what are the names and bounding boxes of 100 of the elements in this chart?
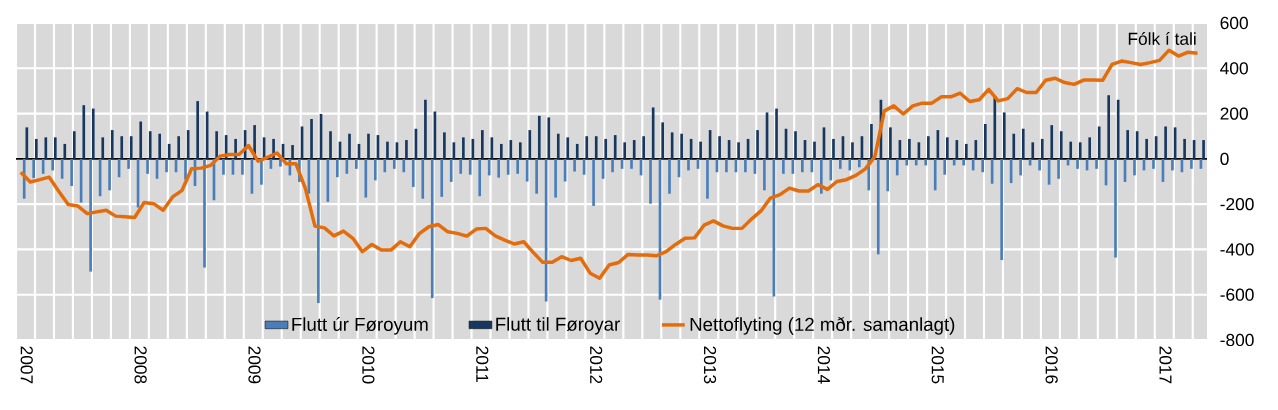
bar [623,142,627,159]
bar [1002,112,1006,159]
y-tick-label: -200 [1220,198,1254,211]
legend-label: Flutt úr Føroyum [292,317,428,335]
bar [424,99,427,159]
bar [611,158,614,173]
bar [886,158,890,192]
bar [196,101,199,159]
legend-label: Flutt til Føroyar [496,317,620,335]
bar [348,133,351,159]
y-tick-label: 400 [1220,62,1248,75]
bar [537,115,541,159]
y-tick-label: 200 [1220,107,1248,120]
x-tick-label: 2016 [1045,346,1058,384]
bar [832,138,835,159]
bar [1107,95,1111,159]
bar [110,130,114,159]
bar [405,140,408,159]
bar [575,143,579,159]
bar [1057,158,1060,179]
x-tick-label: 2015 [931,346,944,384]
bar [848,158,852,171]
bar [933,158,937,191]
bar [965,143,968,159]
bar [699,141,702,159]
bar [1076,158,1079,169]
bar [1050,125,1054,159]
bar [725,158,728,173]
y-tick-label: 0 [1220,152,1229,165]
bar [1190,158,1193,169]
bar [336,158,339,178]
bar [993,95,997,159]
bar [53,137,57,159]
x-tick-label: 2009 [248,346,261,384]
bar [139,121,143,159]
bar [108,158,111,191]
bar [794,131,797,159]
bar [1202,140,1205,159]
y-tick-label: -800 [1220,333,1254,347]
bar [1133,158,1136,176]
bar [51,158,54,171]
bar [1171,158,1174,171]
y-tick-label: 600 [1220,16,1248,30]
bar [91,108,95,159]
bar [775,108,778,159]
bar [89,158,92,272]
bar [215,131,218,159]
bar [367,133,370,159]
bar [1000,158,1003,261]
bar [421,158,425,199]
bar [547,117,551,159]
legend-label: Nettoflyting (12 mðr. samanlagt) [690,317,955,335]
bar [649,158,652,204]
bar [1069,141,1073,159]
bar [440,158,444,197]
bar [44,137,48,159]
bar [291,145,294,159]
bar [585,136,589,159]
bar [364,158,368,198]
bar [946,137,949,159]
bar [889,127,892,159]
bar [329,131,332,159]
bar [1078,142,1082,159]
bar [535,158,538,194]
bar [1164,126,1167,159]
bar [310,119,313,159]
x-tick-label: 2017 [1159,346,1172,384]
bar [70,158,73,187]
bar [468,158,472,175]
x-tick-label: 2007 [20,346,33,384]
y-tick-label: -600 [1220,288,1254,301]
x-tick-label: 2014 [817,346,831,384]
bar [908,138,911,159]
bar [165,158,168,173]
bar [478,158,482,197]
bar [222,158,225,175]
bar [756,130,759,159]
bar [1088,137,1092,159]
x-tick-label: 2011 [476,346,489,383]
bar [177,136,181,159]
bar [411,158,415,187]
bar [459,158,463,174]
bar [129,136,133,159]
bar [127,158,130,169]
bar [317,158,320,304]
bar [1021,128,1025,159]
bar [528,130,532,159]
bar [373,158,377,181]
bar [914,158,918,166]
bar [1012,133,1016,159]
bar [449,158,453,182]
bar [613,135,617,159]
bar [518,142,522,159]
bar [857,158,861,168]
x-tick-label: 2012 [589,346,603,384]
bar [962,158,965,166]
bar [895,158,899,176]
bar [876,158,880,255]
bar [392,158,396,169]
bar [497,158,500,178]
